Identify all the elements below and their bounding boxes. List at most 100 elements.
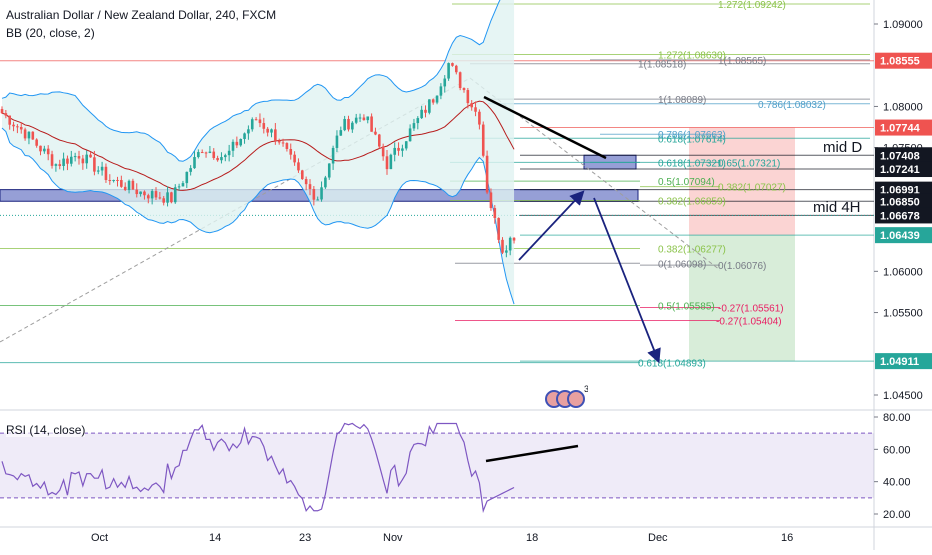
candle-body	[401, 148, 404, 151]
candle-body	[358, 117, 362, 119]
svg-text:3: 3	[584, 384, 588, 394]
fib-label: -0.27(1.05404)	[716, 316, 782, 327]
candle-body	[320, 187, 323, 200]
price-label-box	[875, 52, 932, 69]
price-axis-tick: 1.09000	[883, 19, 923, 31]
target-zone	[689, 235, 795, 362]
candle-body	[173, 187, 177, 203]
time-axis-tick: 14	[209, 532, 221, 544]
arrow-up	[518, 190, 585, 261]
candle-body	[216, 158, 219, 161]
rsi-axis-tick: 80.00	[883, 412, 911, 424]
candle-body	[501, 239, 504, 253]
bb-indicator-label: BB (20, close, 2)	[6, 26, 95, 40]
candle-body	[243, 133, 246, 139]
rsi-axis-tick: 60.00	[883, 444, 911, 456]
candle-body	[416, 118, 420, 124]
price-axis-tick: 1.05500	[883, 308, 923, 320]
rsi-line	[1, 422, 515, 514]
candle-body	[89, 154, 92, 158]
fib-label: 0.5(1.05585)	[658, 302, 715, 313]
chart-header: Australian Dollar / New Zealand Dollar, …	[6, 6, 277, 42]
stop-zone	[689, 127, 795, 236]
candle-body	[281, 142, 285, 144]
fib-label: 0.5(1.07094)	[658, 177, 715, 188]
candle-body	[23, 129, 27, 139]
bollinger-upper	[1, 0, 501, 162]
candle-body	[331, 147, 335, 164]
candle-body	[16, 126, 19, 128]
price-label-box	[875, 119, 932, 136]
candle-body	[166, 192, 169, 203]
price-label: 1.06678	[880, 210, 920, 222]
candle-body	[439, 86, 443, 96]
candle-body	[181, 183, 185, 187]
candle-body	[339, 130, 343, 136]
candle-body	[512, 237, 516, 241]
candle-body	[397, 147, 400, 151]
candle-body	[231, 141, 235, 151]
candle-body	[112, 179, 115, 181]
candle-body	[70, 156, 73, 164]
candle-body	[324, 177, 327, 188]
candle-body	[120, 180, 123, 187]
candle-body	[235, 141, 239, 146]
candle-body	[58, 164, 62, 167]
candle-body	[131, 180, 135, 190]
bollinger-basis	[1, 100, 515, 191]
rsi-band-fill	[0, 433, 874, 498]
tradingview-logo[interactable]: 3	[544, 384, 588, 410]
candle-body	[366, 116, 370, 121]
candle-body	[408, 128, 412, 142]
fib-label: 0.618(1.07614)	[658, 134, 726, 145]
fib-label: 0.382(1.06277)	[658, 244, 726, 255]
candle-body	[478, 111, 481, 125]
candle-body	[27, 131, 31, 139]
candle-body	[150, 191, 154, 199]
candle-body	[116, 179, 119, 181]
candle-body	[347, 118, 350, 130]
candle-body	[285, 143, 289, 149]
candle-body	[46, 148, 50, 155]
annotation-mid-d: mid D	[823, 139, 863, 156]
candle-body	[104, 166, 108, 181]
rsi-divergence-line	[485, 444, 579, 463]
candle-body	[100, 166, 104, 171]
candle-body	[474, 107, 477, 112]
resistance-line	[483, 95, 607, 160]
candle-body	[62, 158, 65, 167]
candle-body	[447, 63, 450, 79]
candle-body	[485, 155, 489, 193]
fib-label: 0.786(1.07663)	[658, 130, 726, 141]
candle-body	[385, 156, 389, 170]
price-label: 1.07744	[880, 123, 921, 135]
price-label: 1.07241	[880, 164, 920, 176]
candle-body	[162, 198, 165, 203]
candle-body	[274, 129, 277, 141]
candle-body	[35, 139, 38, 146]
candle-body	[297, 162, 300, 171]
fib-label: 0.382(1.07027)	[718, 183, 786, 194]
candle-body	[154, 191, 158, 198]
candle-body	[289, 148, 293, 155]
candle-body	[193, 157, 196, 169]
price-label-box	[875, 193, 932, 210]
candle-body	[343, 118, 346, 131]
candle-body	[308, 184, 312, 189]
candle-body	[208, 151, 212, 153]
candle-body	[93, 157, 96, 172]
candle-body	[189, 168, 192, 172]
candle-body	[0, 109, 4, 114]
candle-body	[404, 141, 408, 149]
price-label-box	[875, 161, 932, 178]
price-label-box	[875, 353, 932, 370]
price-label: 1.06439	[880, 230, 920, 242]
fib-label: 1(1.08518)	[638, 60, 686, 71]
candle-body	[85, 154, 88, 164]
candle-body	[19, 126, 23, 130]
candle-body	[277, 140, 281, 143]
candle-body	[393, 147, 396, 155]
rsi-indicator-label: RSI (14, close)	[6, 423, 86, 437]
